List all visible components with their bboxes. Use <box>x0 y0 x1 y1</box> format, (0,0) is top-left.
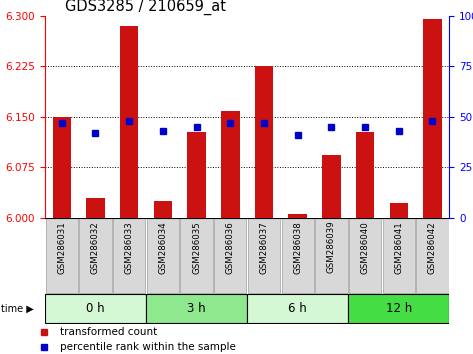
Text: GSM286039: GSM286039 <box>327 221 336 273</box>
Bar <box>53 117 71 218</box>
Text: percentile rank within the sample: percentile rank within the sample <box>61 342 236 352</box>
Text: GSM286034: GSM286034 <box>158 221 167 274</box>
FancyBboxPatch shape <box>146 295 247 323</box>
Text: GSM286035: GSM286035 <box>192 221 201 274</box>
Bar <box>120 26 139 218</box>
FancyBboxPatch shape <box>214 218 246 293</box>
FancyBboxPatch shape <box>147 218 179 293</box>
Text: GSM286040: GSM286040 <box>360 221 369 274</box>
Bar <box>289 214 307 218</box>
Bar <box>221 112 239 218</box>
Text: 6 h: 6 h <box>289 302 307 315</box>
Text: GSM286037: GSM286037 <box>260 221 269 274</box>
FancyBboxPatch shape <box>180 218 213 293</box>
FancyBboxPatch shape <box>348 295 449 323</box>
Text: GSM286041: GSM286041 <box>394 221 403 274</box>
FancyBboxPatch shape <box>349 218 381 293</box>
Text: GSM286036: GSM286036 <box>226 221 235 274</box>
Bar <box>423 19 442 218</box>
Bar <box>255 66 273 218</box>
Text: GDS3285 / 210659_at: GDS3285 / 210659_at <box>65 0 226 15</box>
Text: GSM286042: GSM286042 <box>428 221 437 274</box>
Text: time ▶: time ▶ <box>1 304 34 314</box>
FancyBboxPatch shape <box>45 218 78 293</box>
Bar <box>154 201 172 218</box>
FancyBboxPatch shape <box>383 218 415 293</box>
Text: transformed count: transformed count <box>61 327 158 337</box>
Bar <box>356 132 374 218</box>
Text: GSM286033: GSM286033 <box>125 221 134 274</box>
Bar <box>187 132 206 218</box>
Bar <box>86 198 105 218</box>
FancyBboxPatch shape <box>247 295 348 323</box>
FancyBboxPatch shape <box>315 218 348 293</box>
FancyBboxPatch shape <box>248 218 280 293</box>
FancyBboxPatch shape <box>79 218 112 293</box>
Bar <box>322 155 341 218</box>
Text: GSM286031: GSM286031 <box>57 221 66 274</box>
FancyBboxPatch shape <box>416 218 449 293</box>
FancyBboxPatch shape <box>281 218 314 293</box>
Text: GSM286032: GSM286032 <box>91 221 100 274</box>
Bar <box>390 203 408 218</box>
Text: GSM286038: GSM286038 <box>293 221 302 274</box>
Text: 12 h: 12 h <box>385 302 412 315</box>
FancyBboxPatch shape <box>45 295 146 323</box>
FancyBboxPatch shape <box>113 218 145 293</box>
Text: 3 h: 3 h <box>187 302 206 315</box>
Text: 0 h: 0 h <box>86 302 105 315</box>
